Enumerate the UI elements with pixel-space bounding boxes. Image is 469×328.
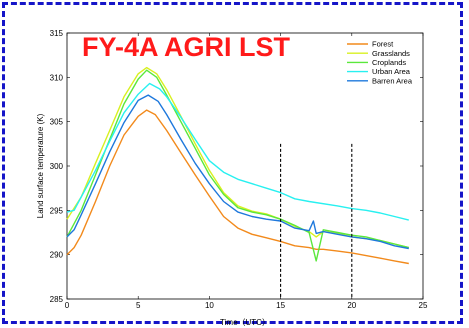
legend-label: Urban Area xyxy=(372,67,411,76)
x-tick-label: 15 xyxy=(276,301,285,310)
series-line-croplands xyxy=(66,69,409,262)
reference-lines xyxy=(280,143,353,299)
legend-label: Barren Area xyxy=(372,76,413,85)
y-tick-label: 305 xyxy=(50,118,64,127)
series-line-barren-area xyxy=(66,94,409,250)
y-tick-label: 310 xyxy=(50,73,64,82)
chart-title: FY-4A AGRI LST xyxy=(82,32,291,62)
legend-label: Grasslands xyxy=(372,49,410,58)
y-tick-label: 315 xyxy=(50,29,64,38)
x-tick-label: 10 xyxy=(205,301,214,310)
legend-label: Forest xyxy=(372,40,394,49)
y-axis-label: Land surface temperature (K) xyxy=(36,113,45,218)
x-tick-label: 0 xyxy=(65,301,70,310)
x-tick-label: 5 xyxy=(136,301,141,310)
y-tick-label: 290 xyxy=(50,251,64,260)
x-tick-label: 25 xyxy=(419,301,428,310)
series-line-forest xyxy=(66,109,409,265)
dashed-border-frame xyxy=(2,2,463,324)
legend-label: Croplands xyxy=(372,58,406,67)
y-tick-label: 285 xyxy=(50,295,64,304)
y-tick-label: 295 xyxy=(50,206,64,215)
x-tick-label: 20 xyxy=(347,301,356,310)
plot-area xyxy=(66,32,424,300)
axis-ticks: 0 5 10 15 20 25 285 290 295 300 305 310 315 xyxy=(50,29,428,310)
y-tick-label: 300 xyxy=(50,162,64,171)
series-lines xyxy=(66,66,409,265)
series-line-urban-area xyxy=(66,82,409,221)
x-axis-label: Time（UTC） xyxy=(220,318,270,327)
